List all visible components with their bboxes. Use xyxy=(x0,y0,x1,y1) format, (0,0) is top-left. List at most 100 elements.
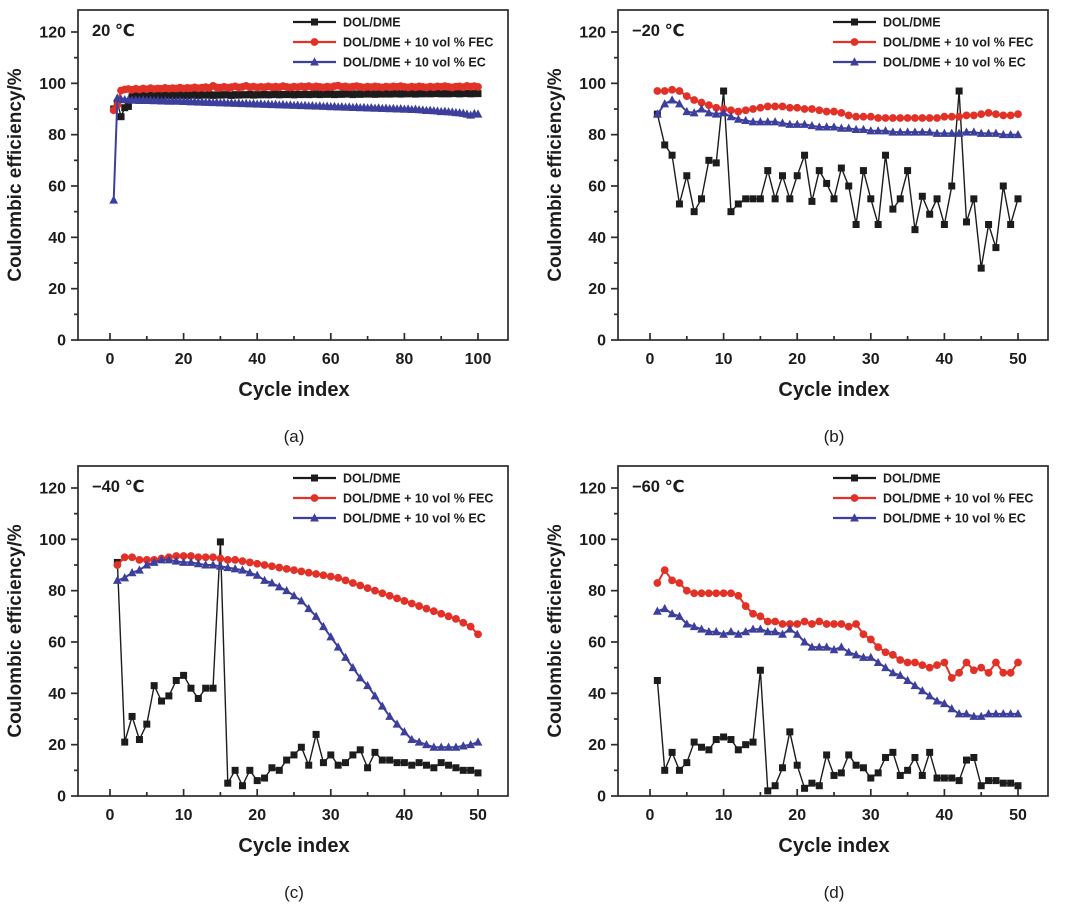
x-tick-label: 0 xyxy=(106,807,115,824)
y-tick-label: 20 xyxy=(588,737,606,754)
y-tick-label: 80 xyxy=(48,127,66,144)
legend-item-dol-dme-fec: DOL/DME + 10 vol % FEC xyxy=(833,492,1033,506)
y-tick-label: 40 xyxy=(588,230,606,247)
y-tick-label: 40 xyxy=(48,230,66,247)
series-dol-dme-ec xyxy=(109,93,483,204)
series-dol-dme xyxy=(653,666,1022,795)
legend-label: DOL/DME xyxy=(343,472,401,486)
chart-canvas-c: 0 20 40 60 80 100 120 0 10 20 30 40 50 Coulombic effi… xyxy=(5,465,509,902)
x-axis-label: Cycle index xyxy=(778,379,889,401)
panel-letter: (b) xyxy=(824,427,845,446)
legend-label: DOL/DME + 10 vol % FEC xyxy=(883,36,1033,50)
x-tick-label: 50 xyxy=(1009,351,1027,368)
legend: DOL/DME DOL/DME + 10 vol % FEC DOL/DME + 1… xyxy=(833,472,1033,526)
legend-label: DOL/DME + 10 vol % EC xyxy=(883,512,1026,526)
y-tick-label: 120 xyxy=(579,25,606,42)
y-tick-label: 0 xyxy=(597,333,606,350)
legend: DOL/DME DOL/DME + 10 vol % FEC DOL/DME + 1… xyxy=(293,472,493,526)
y-tick-label: 60 xyxy=(588,179,606,196)
y-tick-label: 80 xyxy=(588,127,606,144)
series-dol-dme-fec xyxy=(113,552,482,639)
series-dol-dme-ec xyxy=(112,555,483,751)
series-dol-dme-fec xyxy=(653,85,1022,122)
x-tick-label: 80 xyxy=(396,351,414,368)
temperature-label: −60 ℃ xyxy=(632,478,685,496)
series-dol-dme-ec xyxy=(652,603,1023,720)
y-tick-label: 100 xyxy=(579,532,606,549)
legend: DOL/DME DOL/DME + 10 vol % FEC DOL/DME + 1… xyxy=(293,16,493,70)
legend-label: DOL/DME + 10 vol % EC xyxy=(883,56,1026,70)
legend-item-dol-dme-ec: DOL/DME + 10 vol % EC xyxy=(293,512,486,526)
panel-letter: (d) xyxy=(824,883,845,902)
panel-letter: (c) xyxy=(284,883,304,902)
legend-label: DOL/DME xyxy=(883,472,941,486)
legend-item-dol-dme-ec: DOL/DME + 10 vol % EC xyxy=(833,512,1026,526)
legend-label: DOL/DME xyxy=(343,16,401,30)
x-tick-label: 50 xyxy=(469,807,487,824)
x-tick-label: 10 xyxy=(715,807,733,824)
legend-item-dol-dme: DOL/DME xyxy=(293,472,401,486)
series-dol-dme xyxy=(653,87,1022,272)
panel-b: 0 20 40 60 80 100 120 0 10 20 30 40 50 Coulombic effi… xyxy=(540,0,1080,456)
x-tick-label: 40 xyxy=(936,351,954,368)
legend-label: DOL/DME + 10 vol % FEC xyxy=(343,36,493,50)
x-tick-label: 40 xyxy=(396,807,414,824)
axes: 0 20 40 60 80 100 120 0 10 20 30 40 50 xyxy=(579,465,1049,824)
y-tick-label: 0 xyxy=(57,333,66,350)
x-tick-label: 60 xyxy=(322,351,340,368)
legend-item-dol-dme: DOL/DME xyxy=(833,472,941,486)
x-tick-label: 20 xyxy=(175,351,193,368)
legend: DOL/DME DOL/DME + 10 vol % FEC DOL/DME + 1… xyxy=(833,16,1033,70)
chart-canvas-b: 0 20 40 60 80 100 120 0 10 20 30 40 50 Coulombic effi… xyxy=(545,9,1049,446)
x-axis-label: Cycle index xyxy=(778,835,889,857)
x-tick-label: 0 xyxy=(646,351,655,368)
temperature-label: −20 ℃ xyxy=(632,22,685,40)
y-tick-label: 20 xyxy=(588,281,606,298)
x-tick-label: 0 xyxy=(106,351,115,368)
y-axis-label: Coulombic efficiency/% xyxy=(5,524,26,737)
x-tick-label: 0 xyxy=(646,807,655,824)
panel-letter: (a) xyxy=(284,427,305,446)
legend-label: DOL/DME + 10 vol % EC xyxy=(343,512,486,526)
axes: 0 20 40 60 80 100 120 0 10 20 30 40 50 xyxy=(579,9,1049,368)
y-tick-label: 120 xyxy=(39,481,66,498)
legend-item-dol-dme-fec: DOL/DME + 10 vol % FEC xyxy=(833,36,1033,50)
y-tick-label: 0 xyxy=(597,789,606,806)
panel-d: 0 20 40 60 80 100 120 0 10 20 30 40 50 Coulombic effi… xyxy=(540,456,1080,912)
chart-canvas-a: 0 20 40 60 80 100 120 0 20 40 60 80 100 Coulombic eff… xyxy=(5,9,509,446)
y-axis-label: Coulombic efficiency/% xyxy=(5,68,26,281)
chart-canvas-d: 0 20 40 60 80 100 120 0 10 20 30 40 50 Coulombic effi… xyxy=(545,465,1049,902)
legend-label: DOL/DME xyxy=(883,16,941,30)
y-axis-label: Coulombic efficiency/% xyxy=(545,524,566,737)
x-axis-label: Cycle index xyxy=(238,835,349,857)
x-tick-label: 20 xyxy=(788,351,806,368)
legend-item-dol-dme-fec: DOL/DME + 10 vol % FEC xyxy=(293,36,493,50)
legend-item-dol-dme: DOL/DME xyxy=(833,16,941,30)
axes: 0 20 40 60 80 100 120 0 10 20 30 40 50 xyxy=(39,465,509,824)
y-tick-label: 60 xyxy=(588,635,606,652)
series-dol-dme-ec xyxy=(652,95,1023,139)
axes: 0 20 40 60 80 100 120 0 20 40 60 80 100 xyxy=(39,9,509,368)
x-tick-label: 10 xyxy=(175,807,193,824)
panel-a: 0 20 40 60 80 100 120 0 20 40 60 80 100 Coulombic eff… xyxy=(0,0,540,456)
legend-item-dol-dme-fec: DOL/DME + 10 vol % FEC xyxy=(293,492,493,506)
temperature-label: −40 ℃ xyxy=(92,478,145,496)
series-dol-dme xyxy=(113,538,482,790)
y-tick-label: 40 xyxy=(588,686,606,703)
y-tick-label: 0 xyxy=(57,789,66,806)
y-tick-label: 80 xyxy=(48,583,66,600)
y-tick-label: 100 xyxy=(39,532,66,549)
x-tick-label: 100 xyxy=(465,351,492,368)
x-axis-label: Cycle index xyxy=(238,379,349,401)
y-tick-label: 100 xyxy=(579,76,606,93)
series-dol-dme-fec xyxy=(653,566,1022,682)
x-tick-label: 20 xyxy=(788,807,806,824)
y-tick-label: 40 xyxy=(48,686,66,703)
legend-item-dol-dme-ec: DOL/DME + 10 vol % EC xyxy=(833,56,1026,70)
legend-item-dol-dme-ec: DOL/DME + 10 vol % EC xyxy=(293,56,486,70)
y-tick-label: 120 xyxy=(579,481,606,498)
panel-c: 0 20 40 60 80 100 120 0 10 20 30 40 50 Coulombic effi… xyxy=(0,456,540,912)
x-tick-label: 40 xyxy=(248,351,266,368)
y-tick-label: 20 xyxy=(48,281,66,298)
